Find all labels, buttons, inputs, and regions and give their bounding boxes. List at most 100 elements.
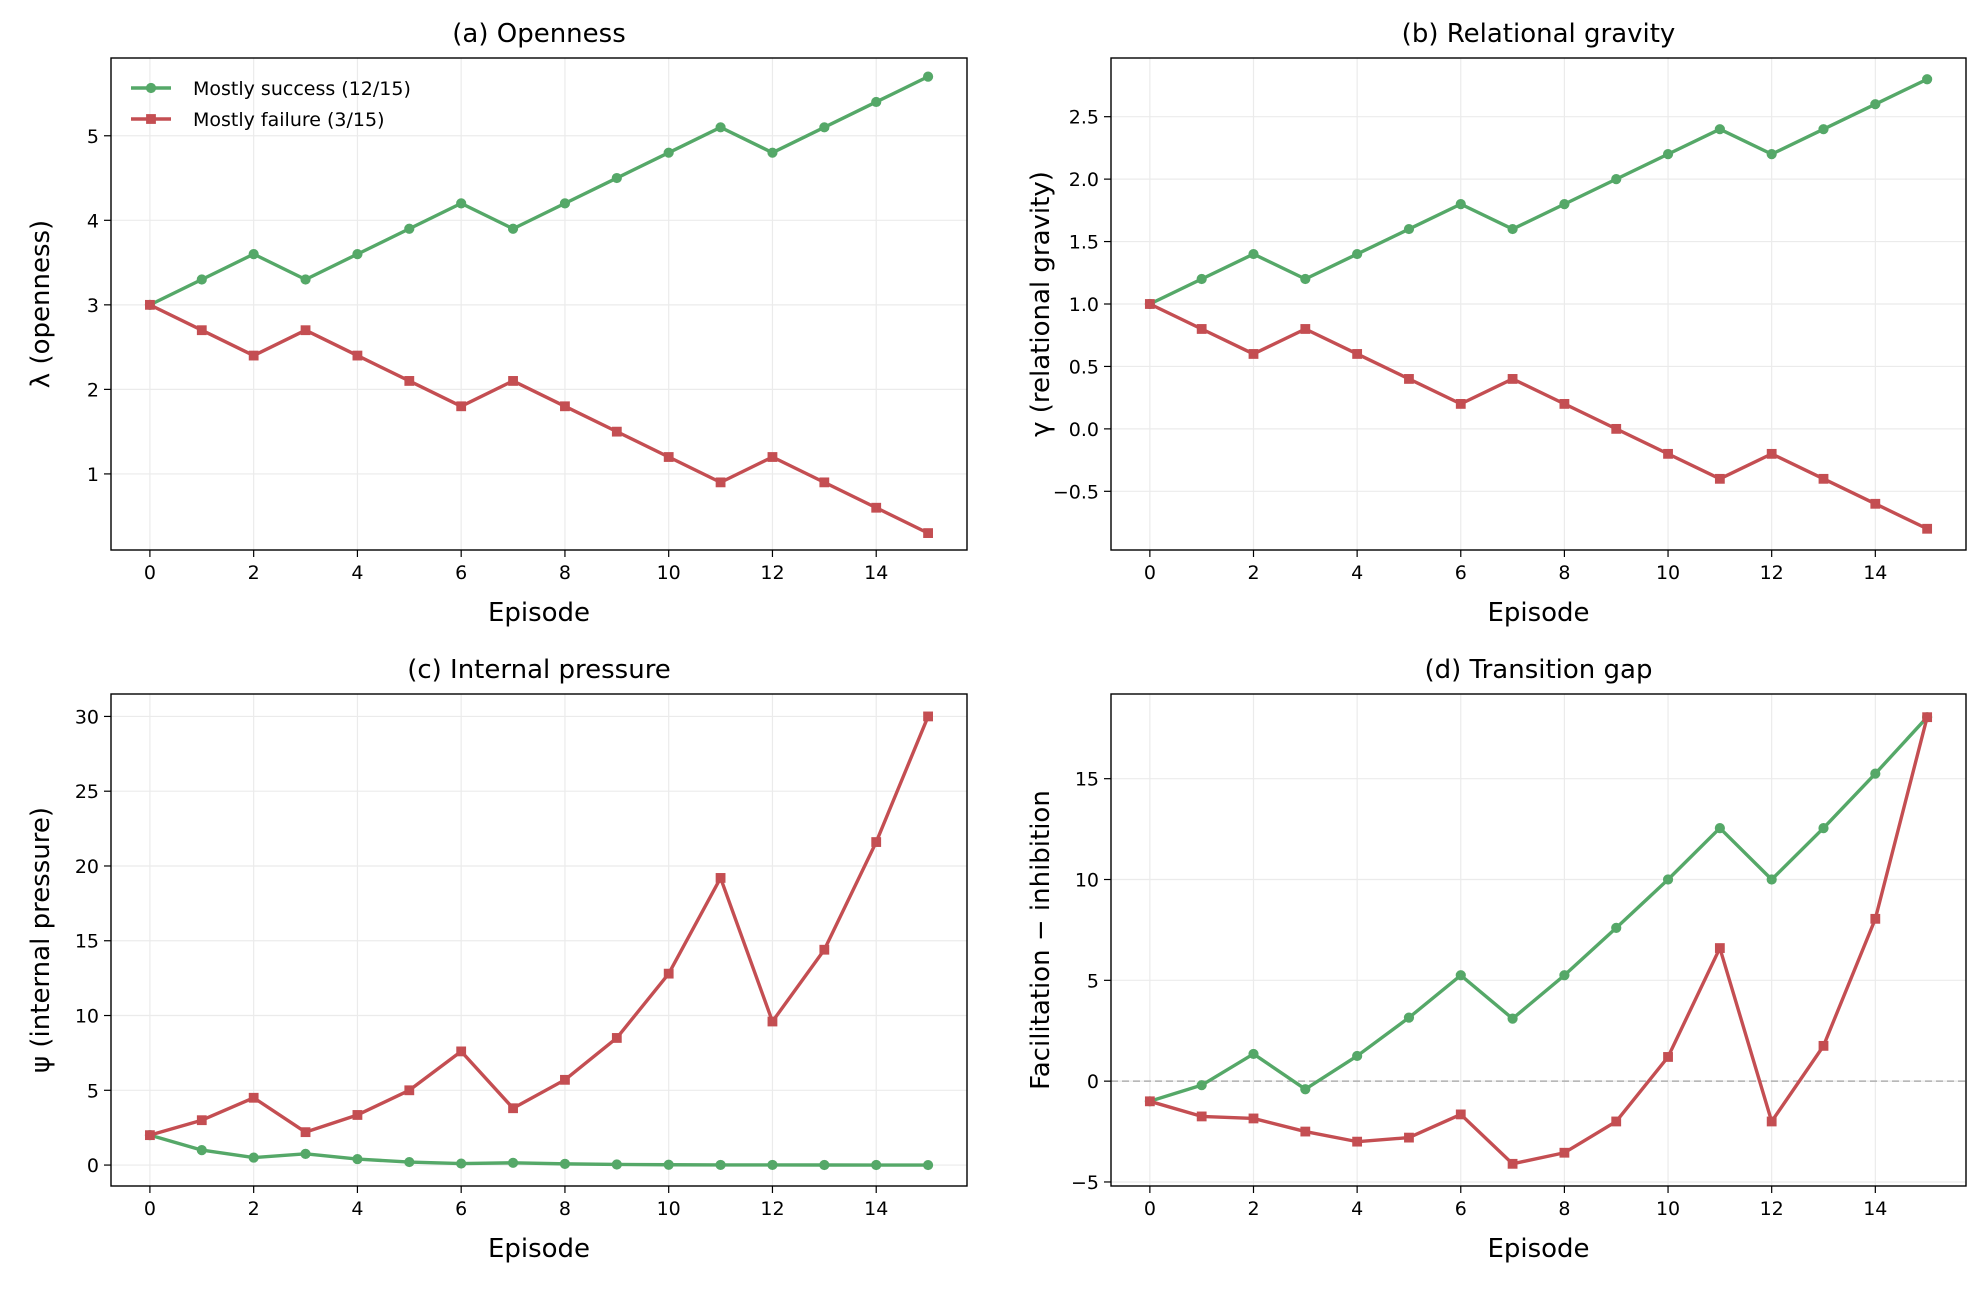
data-point-failure [1922, 523, 1933, 534]
data-point-failure [871, 837, 882, 847]
series-line-failure [1149, 716, 1929, 1166]
x-axis-label: Episode [488, 598, 590, 628]
data-point-failure [560, 1074, 570, 1085]
data-point-failure [611, 426, 622, 437]
data-point-failure [1248, 1113, 1259, 1124]
chart-title: (b) Relational gravity [1402, 19, 1676, 49]
x-tick-label: 14 [864, 1198, 888, 1220]
panel-b: 0 2 4 6 8 10 12 14 −0.5 0.0 0.5 1.0 1.5 2.0 2.5 (b) Rel… [1026, 19, 1967, 628]
y-tick-label: 15 [1075, 769, 1099, 791]
y-tick-label: 20 [75, 856, 99, 878]
legend: Mostly success (12/15) Mostly failure (3/… [131, 78, 411, 131]
data-point-success [404, 223, 415, 234]
data-point-failure [819, 944, 830, 955]
data-point-success [404, 1156, 415, 1168]
chart-title: (c) Internal pressure [407, 655, 671, 685]
data-point-failure [871, 502, 882, 513]
data-point-failure [1818, 473, 1829, 484]
data-point-failure [300, 325, 311, 336]
data-point-success [456, 1158, 467, 1169]
x-tick-label: 0 [1144, 562, 1156, 584]
data-point-failure [715, 873, 726, 883]
panel-c: 0 2 4 6 8 10 12 14 0 5 10 15 20 25 30 (c) Internal pres… [26, 655, 968, 1264]
y-tick-label: 25 [75, 781, 99, 803]
data-point-failure [1714, 943, 1725, 953]
data-point-failure [923, 528, 933, 538]
data-point-success [1248, 248, 1259, 260]
data-point-failure [145, 1130, 155, 1141]
x-tick-label: 0 [1144, 1198, 1156, 1220]
y-tick-label: 30 [75, 706, 99, 728]
x-axis-label: Episode [1487, 598, 1589, 628]
chart-title: (d) Transition gap [1425, 655, 1653, 685]
data-point-failure [1559, 398, 1570, 409]
data-point-failure [456, 401, 467, 412]
data-point-success [922, 1159, 934, 1171]
x-tick-label: 10 [657, 1198, 681, 1220]
data-point-failure [145, 299, 155, 310]
x-tick-label: 14 [864, 562, 888, 584]
data-point-failure [1404, 1132, 1414, 1143]
data-point-success [871, 1159, 882, 1171]
y-tick-label: 2.5 [1069, 107, 1099, 129]
x-tick-label: 12 [760, 1198, 784, 1220]
data-point-success [248, 1152, 259, 1163]
x-tick-label: 8 [559, 1198, 571, 1220]
x-tick-label: 4 [351, 1198, 363, 1220]
y-tick-label: 10 [1075, 870, 1099, 892]
data-point-success [767, 147, 778, 158]
data-point-failure [1766, 1116, 1777, 1127]
x-tick-label: 14 [1863, 1198, 1887, 1220]
data-point-failure [611, 1033, 622, 1043]
data-point-success [1559, 970, 1570, 981]
data-point-success [1455, 199, 1466, 210]
data-point-failure [456, 1046, 467, 1057]
data-point-success [1248, 1048, 1259, 1060]
data-point-failure [1196, 1111, 1207, 1122]
series-line-success [149, 75, 929, 307]
data-point-success [1196, 273, 1207, 285]
data-point-success [559, 198, 571, 209]
x-tick-label: 10 [1656, 562, 1680, 584]
x-axis-label: Episode [1487, 1234, 1589, 1264]
data-point-failure [248, 350, 259, 361]
data-point-success [1611, 174, 1622, 185]
data-point-failure [1144, 299, 1155, 309]
x-tick-label: 4 [1351, 1198, 1363, 1220]
data-point-success [1714, 124, 1725, 135]
x-tick-label: 10 [657, 562, 681, 584]
data-point-success [1403, 1012, 1415, 1023]
axes-frame [1110, 693, 1967, 1187]
y-tick-label: 15 [75, 931, 99, 953]
data-point-success [715, 122, 726, 133]
data-point-success [1662, 149, 1674, 160]
data-point-success [715, 1159, 726, 1171]
y-tick-label: 0.5 [1069, 356, 1099, 378]
data-point-failure [1818, 1040, 1829, 1051]
data-point-failure [1766, 448, 1777, 459]
data-point-success [1507, 223, 1518, 235]
data-point-failure [1714, 473, 1725, 484]
y-tick-label: 0.0 [1069, 419, 1099, 441]
data-point-failure [1196, 324, 1207, 334]
panel-d: 0 2 4 6 8 10 12 14 −5 0 5 10 15 (d) Transition gap Epi… [1026, 655, 1967, 1264]
x-axis-label: Episode [488, 1234, 590, 1264]
series-line-success [1149, 716, 1929, 1103]
x-tick-label: 0 [144, 562, 156, 584]
data-point-success [1196, 1080, 1207, 1091]
data-point-success [196, 1145, 207, 1156]
data-point-failure [404, 1085, 415, 1096]
y-tick-label: 2.0 [1069, 169, 1099, 191]
data-point-success [1403, 223, 1415, 235]
data-point-success [507, 1157, 519, 1168]
y-tick-label: −5 [1071, 1172, 1099, 1194]
x-tick-label: 2 [1247, 562, 1259, 584]
x-tick-label: 0 [144, 1198, 156, 1220]
series-line-failure [149, 715, 930, 1137]
data-point-failure [1870, 913, 1881, 924]
data-point-success [922, 71, 934, 82]
data-point-failure [767, 1016, 778, 1027]
y-axis-label: Facilitation − inhibition [1026, 790, 1056, 1090]
